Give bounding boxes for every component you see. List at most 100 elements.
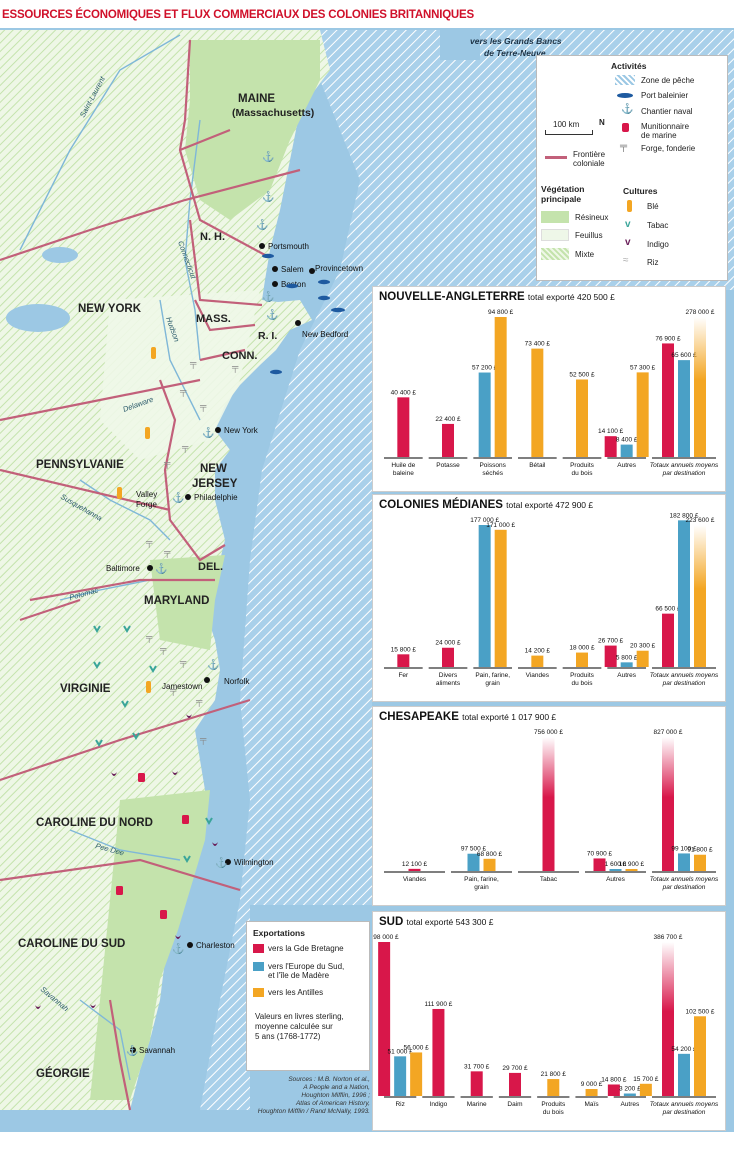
legend-mixte: Mixte [575, 250, 595, 259]
deciduous-zone [100, 290, 260, 460]
bar [531, 348, 544, 457]
bar-value-label: 20 300 £ [630, 643, 656, 650]
conifer-zone-north [185, 40, 320, 220]
category-label: Autres [606, 876, 626, 883]
bar [678, 1053, 690, 1096]
bar [694, 317, 706, 457]
legend-frontiere-1: Frontière [573, 150, 606, 159]
indigo-icon: v [625, 237, 631, 248]
sources: Sources : M.B. Norton et al., A People a… [250, 1076, 370, 1116]
swatch-europe [253, 962, 264, 971]
bar-value-label: 9 000 £ [581, 1081, 603, 1088]
colony-nh: N. H. [200, 231, 225, 243]
category-label: Fer [398, 672, 409, 679]
north-arrow-icon: N [599, 118, 605, 127]
city-jamestown: Jamestown [162, 682, 202, 691]
category-label: Totaux annuels moyens [650, 672, 719, 679]
bar [378, 942, 391, 1096]
bar [442, 647, 454, 667]
category-label: Totaux annuels moyens [650, 1101, 719, 1108]
bar-value-label: 76 900 £ [655, 335, 681, 342]
category-label: du bois [572, 470, 594, 477]
bar-value-label: 22 400 £ [435, 416, 461, 423]
bar [694, 1016, 706, 1096]
legend-de-marine: de marine [641, 131, 677, 140]
category-label: par destination [662, 680, 706, 687]
mixed-swatch [541, 248, 569, 260]
colony-maine: MAINE [238, 93, 275, 105]
svg-text:╤: ╤ [169, 685, 177, 696]
exports-europe-1: vers l'Europe du Sud, [268, 962, 345, 971]
svg-text:⚓: ⚓ [256, 218, 268, 231]
conifer-swatch [541, 211, 569, 223]
bar [694, 525, 706, 667]
bar-value-label: 29 700 £ [502, 1065, 528, 1072]
bar-value-label: 68 800 £ [477, 851, 503, 858]
bar-value-label: 14 800 £ [601, 1076, 627, 1083]
chart-panel-sud: SUD total exporté 543 300 £ 198 000 £ 51 … [372, 911, 726, 1131]
svg-text:╤: ╤ [179, 386, 187, 397]
shipyard-icon: ⚓ [621, 104, 634, 115]
bar [585, 1089, 598, 1096]
bar [442, 423, 454, 457]
bar-value-label: 57 200 £ [472, 365, 498, 372]
legend-munitionnaire: Munitionnaire [641, 122, 690, 131]
bar [604, 436, 617, 457]
colony-maine-sub: (Massachusetts) [232, 107, 314, 119]
bar-value-label: 57 300 £ [630, 364, 656, 371]
bar [678, 853, 690, 871]
category-label: Produits [570, 672, 595, 679]
deciduous-swatch [541, 229, 569, 241]
legend-port-baleinier: Port baleinier [641, 91, 689, 100]
colony-georgie: GÉORGIE [36, 1067, 90, 1080]
source-line: Sources : M.B. Norton et al., [288, 1076, 370, 1083]
bar-value-label: 66 500 £ [655, 606, 681, 613]
bar [483, 858, 496, 871]
category-label: Marine [467, 1101, 487, 1108]
category-label: du bois [572, 680, 594, 687]
category-label: grain [485, 680, 500, 687]
chart-panel-chesapeake: CHESAPEAKE total exporté 1 017 900 £ 12 … [372, 706, 726, 906]
svg-text:⚓: ⚓ [126, 1044, 138, 1057]
chart-panel-nouvelle-angleterre: NOUVELLE-ANGLETERRE total exporté 420 50… [372, 286, 726, 492]
city-newyork: New York [224, 426, 259, 435]
bar-value-label: 21 800 £ [541, 1071, 567, 1078]
svg-text:⚓: ⚓ [172, 942, 184, 955]
legend-cultures-title: Cultures [623, 186, 658, 196]
panel-subtitle: total exporté 472 900 £ [506, 500, 594, 510]
bar-value-label: 182 800 £ [670, 512, 699, 519]
colony-newyork: NEW YORK [78, 303, 142, 315]
bar [662, 343, 674, 457]
legend-zone-peche: Zone de pêche [641, 76, 695, 85]
legend-resineux: Résineux [575, 213, 609, 222]
category-label: aliments [436, 680, 461, 687]
category-label: Maïs [585, 1101, 600, 1108]
bar-value-label: 827 000 £ [654, 729, 683, 736]
city-provincetown: Provincetown [315, 264, 363, 273]
bar-value-label: 3 200 £ [619, 1086, 641, 1093]
source-line: Houghton Mifflin / Rand McNally, 1993. [257, 1108, 370, 1115]
svg-text:╤: ╤ [163, 547, 171, 558]
exports-legend-title: Exportations [253, 928, 305, 938]
city-newbedford: New Bedford [302, 330, 348, 339]
chart-chesapeake: 12 100 £ Viandes 97 500 £68 800 £ Pain, far… [384, 729, 719, 891]
bar-value-label: 91 800 £ [687, 847, 713, 854]
bar-value-label: 94 800 £ [488, 309, 514, 316]
bar [576, 379, 588, 457]
exports-note-1: Valeurs en livres sterling, [255, 1012, 344, 1021]
colony-del: DEL. [198, 561, 223, 573]
bar [397, 397, 410, 457]
bar-value-label: 65 600 £ [671, 352, 697, 359]
exports-gb: vers la Gde Bretagne [268, 944, 344, 953]
bar-value-label: 198 000 £ [373, 934, 399, 941]
crop-tobacco [93, 625, 213, 863]
bar-value-label: 10 900 £ [619, 861, 645, 868]
bar [494, 529, 507, 667]
bar [408, 868, 421, 871]
bar [410, 1052, 423, 1096]
bar [542, 737, 555, 871]
colony-pennsylvanie: PENNSYLVANIE [36, 459, 124, 471]
frontier-swatch [545, 156, 567, 159]
forge-icon: ╤ [620, 141, 628, 152]
colony-new: NEW [200, 463, 227, 475]
